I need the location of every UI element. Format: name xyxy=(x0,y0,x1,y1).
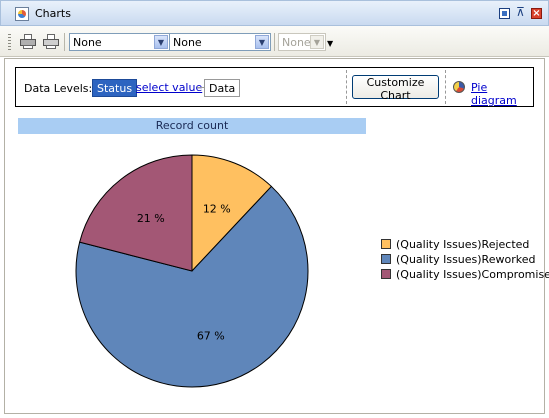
legend-swatch xyxy=(381,239,391,249)
level-chip-data[interactable]: Data xyxy=(204,79,241,97)
legend-swatch xyxy=(381,269,391,279)
slice-label: 12 % xyxy=(203,202,231,215)
legend-label: (Quality Issues)Compromised xyxy=(396,268,549,281)
pie-chart: 12 % 67 % 21 % xyxy=(75,154,309,388)
chevron-down-icon: ▼ xyxy=(310,35,324,49)
legend-entry: (Quality Issues)Reworked xyxy=(381,253,549,268)
customize-chart-button[interactable]: Customize Chart xyxy=(352,75,439,102)
title-bar: Charts ⊼ × xyxy=(0,0,549,26)
toolbar: None ▼ None ▼ None ▼ ▼ xyxy=(0,26,549,57)
pie-slice[interactable] xyxy=(75,185,309,388)
chart-app-icon xyxy=(15,7,29,21)
slice-label: 67 % xyxy=(197,330,225,343)
legend-entry: (Quality Issues)Compromised xyxy=(381,268,549,283)
level1-dropdown[interactable]: None ▼ xyxy=(69,33,170,51)
chevron-down-icon[interactable]: ▼ xyxy=(154,35,168,49)
pie-slice[interactable] xyxy=(79,154,193,272)
toolbar-grip[interactable] xyxy=(8,34,11,50)
data-levels-label: Data Levels: xyxy=(24,82,93,95)
close-icon[interactable]: × xyxy=(531,8,542,19)
chart-title: Record count xyxy=(18,118,366,134)
pin-icon[interactable]: ⊼ xyxy=(516,5,525,19)
pie-slice[interactable] xyxy=(191,154,273,273)
print-preview-icon[interactable] xyxy=(43,34,59,49)
data-levels-panel: Data Levels: Status select value Data Cu… xyxy=(15,67,534,107)
toolbar-separator xyxy=(64,33,65,51)
level-connector xyxy=(197,87,204,88)
print-icon[interactable] xyxy=(20,34,36,49)
chart-content-area: Data Levels: Status select value Data Cu… xyxy=(4,58,549,414)
window-title: Charts xyxy=(35,7,71,20)
panel-separator xyxy=(445,70,446,104)
toolbar-separator xyxy=(274,33,275,51)
level3-value: None xyxy=(282,36,311,49)
legend-label: (Quality Issues)Rejected xyxy=(396,238,530,251)
level2-value: None xyxy=(173,36,202,49)
level2-dropdown[interactable]: None ▼ xyxy=(169,33,271,51)
level-chip-status[interactable]: Status xyxy=(92,79,138,97)
chevron-down-icon[interactable]: ▼ xyxy=(255,35,269,49)
pie-diagram-link[interactable]: Pie diagram xyxy=(471,81,517,107)
select-value-link[interactable]: select value xyxy=(136,81,203,94)
legend-swatch xyxy=(381,254,391,264)
level1-value: None xyxy=(73,36,102,49)
level3-dropdown-disabled: None ▼ xyxy=(278,33,326,51)
restore-icon[interactable] xyxy=(499,8,510,19)
slice-label: 21 % xyxy=(137,212,165,225)
pie-chart-icon[interactable] xyxy=(453,81,465,93)
legend-label: (Quality Issues)Reworked xyxy=(396,253,536,266)
toolbar-overflow-icon[interactable]: ▼ xyxy=(327,39,334,48)
chart-legend: (Quality Issues)Rejected (Quality Issues)… xyxy=(381,238,549,283)
legend-entry: (Quality Issues)Rejected xyxy=(381,238,549,253)
panel-separator xyxy=(346,70,347,104)
